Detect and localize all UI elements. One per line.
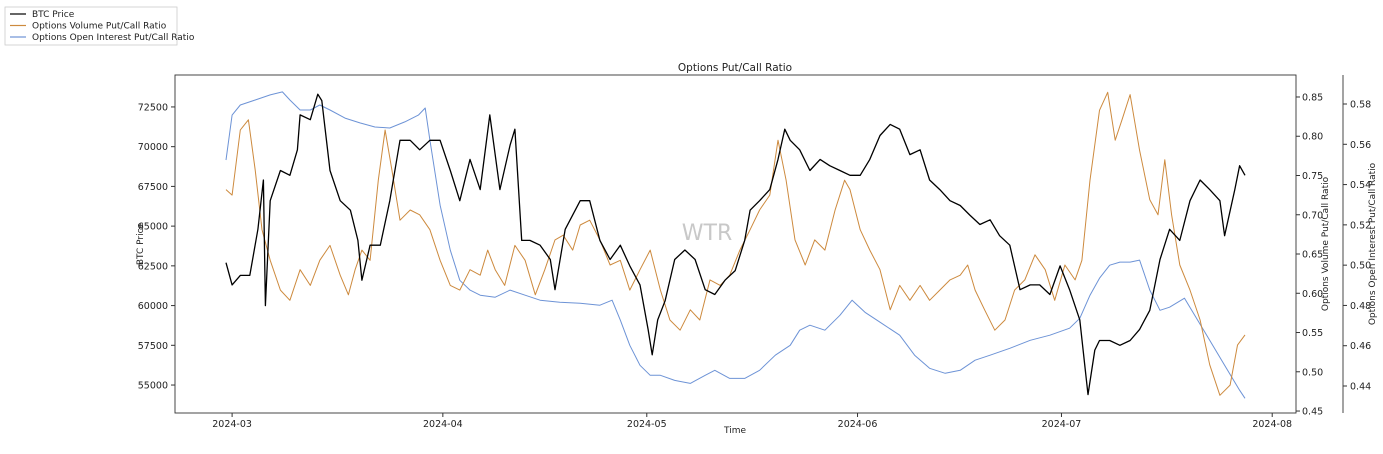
series-line-oi-ratio (225, 91, 1246, 399)
x-axis-label: Time (723, 426, 746, 436)
left-tick-label: 60000 (138, 301, 168, 312)
left-tick-label: 57500 (138, 341, 168, 352)
legend-box (4, 6, 178, 46)
oi-tick-label: 0.46 (1350, 341, 1371, 352)
left-tick-label: 70000 (138, 142, 168, 153)
volume-tick-label: 0.60 (1302, 289, 1323, 300)
left-tick-label: 67500 (138, 182, 168, 193)
legend-label-oi-ratio: Options Open Interest Put/Call Ratio (32, 33, 195, 43)
oi-tick-label: 0.44 (1350, 382, 1371, 393)
left-tick-label: 65000 (138, 222, 168, 233)
volume-tick-label: 0.50 (1302, 367, 1323, 378)
oi-tick-label: 0.52 (1350, 220, 1371, 231)
x-tick-label: 2024-05 (627, 419, 667, 430)
volume-tick-label: 0.55 (1302, 328, 1323, 339)
x-tick-label: 2024-08 (1252, 419, 1292, 430)
x-tick-label: 2024-06 (838, 419, 878, 430)
legend-label-btc-price: BTC Price (32, 10, 75, 20)
x-tick-label: 2024-07 (1042, 419, 1082, 430)
legend: BTC Price Options Volume Put/Call Ratio … (4, 6, 195, 46)
series-line-volume-ratio (225, 91, 1246, 396)
volume-tick-label: 0.70 (1302, 210, 1323, 221)
x-tick-label: 2024-03 (212, 419, 252, 430)
left-tick-label: 72500 (138, 102, 168, 113)
watermark: WTR (682, 221, 732, 246)
oi-tick-label: 0.50 (1350, 261, 1371, 272)
left-tick-label: 55000 (138, 381, 168, 392)
oi-tick-label: 0.58 (1350, 100, 1371, 111)
chart-title: Options Put/Call Ratio (678, 62, 792, 74)
oi-tick-label: 0.48 (1350, 301, 1371, 312)
x-tick-label: 2024-04 (423, 419, 463, 430)
left-tick-label: 62500 (138, 261, 168, 272)
volume-tick-label: 0.45 (1302, 407, 1323, 418)
plot-frame (174, 74, 1297, 414)
series-layer (225, 91, 1246, 399)
volume-tick-label: 0.75 (1302, 171, 1323, 182)
volume-tick-label: 0.65 (1302, 250, 1323, 261)
volume-tick-label: 0.80 (1302, 132, 1323, 143)
oi-tick-label: 0.54 (1350, 180, 1371, 191)
oi-tick-label: 0.56 (1350, 140, 1371, 151)
oi-axis-label: Options Open Interest Put/Call Ratio (1368, 162, 1378, 325)
volume-tick-label: 0.85 (1302, 92, 1323, 103)
volume-axis-label: Options Volume Put/Call Ratio (1321, 176, 1331, 311)
legend-label-volume-ratio: Options Volume Put/Call Ratio (32, 22, 167, 32)
axes-layer: 2024-03 2024-04 2024-05 2024-06 2024-07 2024-… (138, 92, 1371, 430)
series-line-btc-price (225, 93, 1246, 396)
left-axis-label: BTC Price (136, 222, 146, 265)
